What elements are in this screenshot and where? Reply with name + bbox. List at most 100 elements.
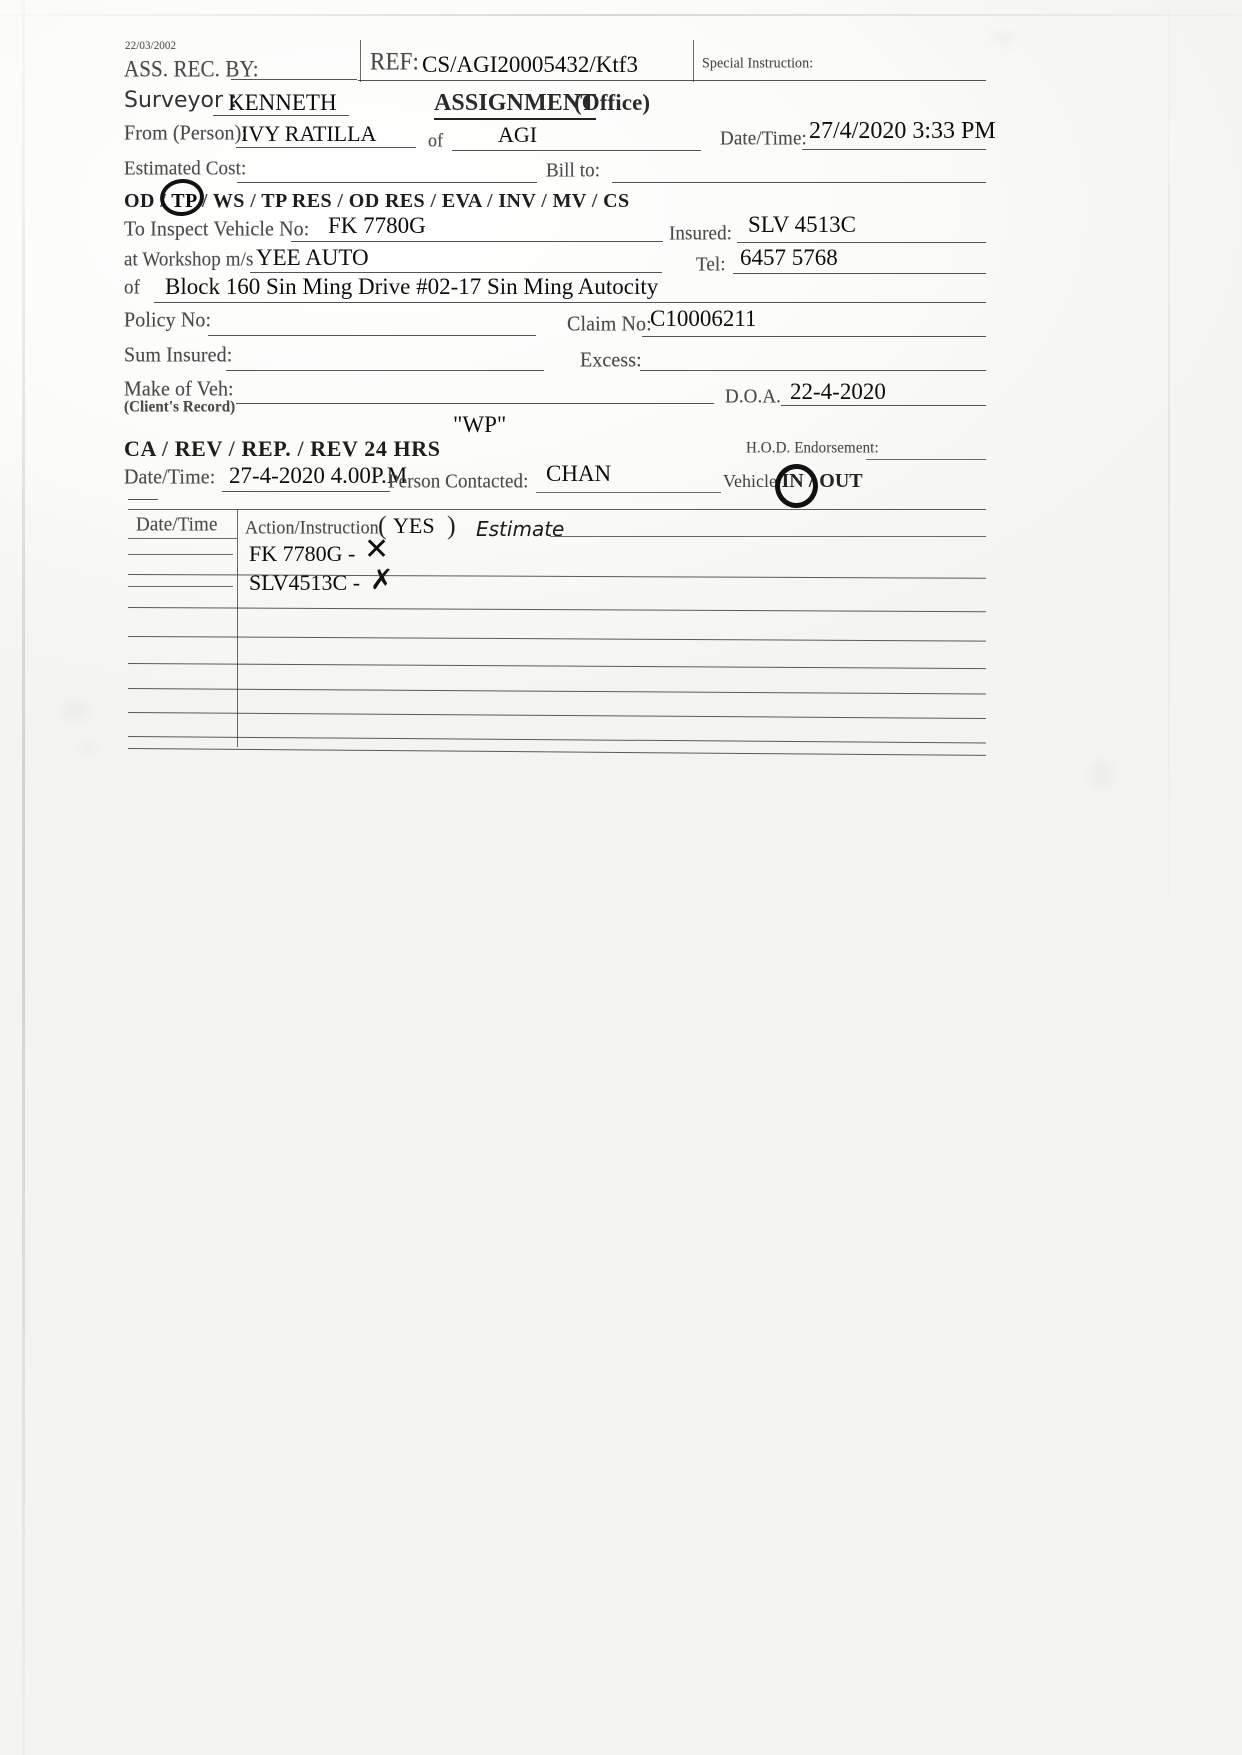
form-title: ASSIGNMENT: [434, 90, 597, 120]
inspection-type-option-tp[interactable]: TP: [171, 190, 197, 212]
doa-underline: [781, 405, 986, 406]
workshop-value[interactable]: YEE AUTO: [256, 245, 369, 270]
of-company-label: of: [428, 129, 444, 151]
insured-underline: [737, 242, 986, 243]
make-of-veh-underline: [236, 403, 714, 404]
claim-no-underline: [642, 336, 986, 337]
page-edge-top: [0, 14, 1242, 16]
review-option-separator: /: [155, 436, 175, 461]
person-contacted-value[interactable]: CHAN: [546, 461, 612, 486]
excess-label: Excess:: [580, 348, 642, 372]
tel-label: Tel:: [696, 253, 726, 276]
from-person-value[interactable]: IVY RATILLA: [241, 121, 377, 146]
table-row[interactable]: [128, 655, 986, 684]
inspection-type-separator: /: [244, 190, 262, 212]
table-header-action: Action/Instruction: [245, 516, 379, 538]
header-divider-right: [693, 40, 694, 82]
make-of-veh-sublabel: (Client's Record): [124, 398, 236, 416]
inspect-vehicle-underline: [291, 241, 663, 242]
address-label: of: [124, 276, 141, 299]
scan-artifact: [1090, 760, 1114, 790]
review-option-separator: /: [222, 436, 242, 461]
vehicle-status-option-out[interactable]: OUT: [819, 470, 863, 492]
inspection-type-option-od-res[interactable]: OD RES: [348, 190, 426, 212]
surveyor-value[interactable]: KENNETH: [228, 90, 337, 115]
workshop-label: at Workshop m/s: [124, 248, 254, 271]
table-cell-action[interactable]: SLV4513C -: [249, 570, 361, 595]
estimated-cost-underline: [237, 182, 537, 183]
header-divider-left: [360, 40, 361, 82]
scan-artifact: [78, 740, 98, 754]
table-row-tick: [128, 586, 233, 587]
of-company-value[interactable]: AGI: [498, 122, 538, 147]
review-option-option-rev[interactable]: REV: [174, 436, 223, 461]
sum-insured-label: Sum Insured:: [124, 343, 233, 367]
contact-datetime-value[interactable]: 27-4-2020 4.00P.M: [229, 463, 408, 488]
ass-rec-by-underline: [231, 79, 357, 80]
form-stamp-date: 22/03/2002: [125, 39, 177, 52]
of-company-underline: [452, 150, 701, 151]
workshop-underline: [250, 272, 662, 273]
ref-value[interactable]: CS/AGI20005432/Ktf3: [422, 52, 638, 77]
claim-no-value[interactable]: C10006211: [650, 306, 757, 331]
inspection-type-option-eva[interactable]: EVA: [441, 190, 482, 212]
inspection-type-separator: /: [586, 190, 604, 212]
inspection-type-options[interactable]: OD / TP / WS / TP RES / OD RES / EVA / I…: [124, 190, 630, 213]
table-row[interactable]: SLV4513C - ✗: [128, 563, 986, 597]
review-option-option-rev-24-hrs[interactable]: REV 24 HRS: [310, 436, 441, 461]
person-contacted-label: Person Contacted:: [388, 470, 529, 493]
inspection-type-option-tp-res[interactable]: TP RES: [261, 190, 332, 212]
tel-value[interactable]: 6457 5768: [740, 245, 838, 270]
review-option-option-ca[interactable]: CA: [124, 436, 156, 461]
table-row[interactable]: [128, 742, 986, 771]
inspect-vehicle-label: To Inspect Vehicle No:: [124, 217, 310, 241]
table-cell-action[interactable]: FK 7780G -: [249, 541, 356, 566]
bill-to-underline: [612, 182, 986, 183]
insured-value[interactable]: SLV 4513C: [748, 212, 857, 237]
vehicle-status-label: Vehicle: [723, 471, 782, 491]
table-cell-cross-mark: ✗: [370, 563, 394, 596]
person-contacted-underline: [536, 492, 721, 493]
excess-underline: [640, 370, 986, 371]
from-person-label: From (Person):: [124, 121, 248, 145]
inspection-type-separator: /: [196, 190, 213, 212]
yes-annotation: YES: [393, 513, 435, 538]
make-of-veh-label: Make of Veh:: [124, 377, 234, 401]
ass-rec-by-label: ASS. REC. BY:: [124, 56, 259, 82]
review-option-separator: /: [291, 436, 311, 461]
doa-value[interactable]: 22-4-2020: [790, 379, 886, 404]
insured-label: Insured:: [669, 222, 733, 245]
review-options[interactable]: CA / REV / REP. / REV 24 HRS: [124, 436, 441, 462]
vehicle-in-out-options[interactable]: Vehicle IN / OUT: [723, 470, 863, 493]
inspection-type-option-ws[interactable]: WS: [212, 190, 245, 212]
inspection-type-separator: /: [154, 190, 172, 212]
special-instruction-label: Special Instruction:: [702, 55, 814, 72]
surveyor-label: Surveyor :: [124, 88, 238, 113]
row-tick-left: [128, 499, 158, 500]
table-row-tick: [128, 554, 233, 555]
address-value[interactable]: Block 160 Sin Ming Drive #02-17 Sin Ming…: [165, 274, 659, 299]
table-top-border: [128, 509, 986, 510]
inspection-type-option-mv[interactable]: MV: [552, 190, 587, 212]
table-row[interactable]: FK 7780G - ✕: [128, 535, 986, 568]
hod-endorsement-underline: [866, 459, 986, 460]
inspection-type-option-cs[interactable]: CS: [603, 190, 630, 212]
contact-datetime-underline: [222, 491, 390, 492]
vehicle-status-option-in[interactable]: IN: [781, 470, 804, 492]
inspection-type-option-inv[interactable]: INV: [498, 190, 536, 212]
table-header-underline-right: [550, 536, 986, 537]
estimated-cost-label: Estimated Cost:: [124, 157, 247, 180]
assignment-datetime-value[interactable]: 27/4/2020 3:33 PM: [809, 118, 996, 144]
inspection-type-option-od[interactable]: OD: [124, 190, 155, 212]
scan-artifact: [990, 30, 1016, 46]
page-fold-right: [1168, 0, 1170, 900]
estimate-annotation: Estimate: [476, 517, 565, 541]
inspect-vehicle-value[interactable]: FK 7780G: [328, 213, 426, 238]
inspection-type-separator: /: [535, 190, 553, 212]
page-edge-left: [22, 0, 25, 1755]
review-option-option-rep-[interactable]: REP.: [241, 436, 292, 461]
table-header-datetime: Date/Time: [136, 513, 218, 536]
inspection-type-separator: /: [425, 190, 442, 212]
